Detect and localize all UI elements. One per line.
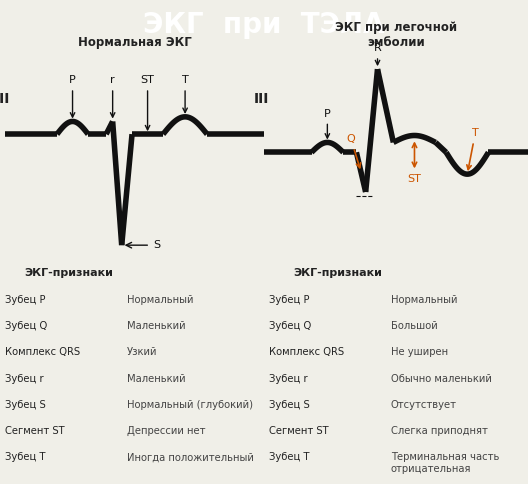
Text: Маленький: Маленький — [127, 321, 185, 331]
Text: Нормальный: Нормальный — [391, 295, 457, 305]
Text: T: T — [182, 76, 188, 112]
Text: Зубец Q: Зубец Q — [269, 321, 312, 331]
Text: ST: ST — [140, 76, 155, 130]
Text: Большой: Большой — [391, 321, 438, 331]
Text: Не уширен: Не уширен — [391, 348, 448, 357]
Text: Депрессии нет: Депрессии нет — [127, 426, 205, 436]
Text: ЭКГ при легочной
эмболии: ЭКГ при легочной эмболии — [335, 21, 457, 49]
Text: Сегмент ST: Сегмент ST — [269, 426, 329, 436]
Text: ЭКГ  при  ТЭЛА: ЭКГ при ТЭЛА — [143, 12, 385, 39]
Text: Зубец r: Зубец r — [5, 374, 44, 384]
Text: Слегка приподнят: Слегка приподнят — [391, 426, 487, 436]
Text: Иногда положительный: Иногда положительный — [127, 453, 253, 462]
Text: Нормальный (глубокий): Нормальный (глубокий) — [127, 400, 253, 410]
Text: Нормальный: Нормальный — [127, 295, 193, 305]
Text: Обычно маленький: Обычно маленький — [391, 374, 492, 384]
Text: Нормальная ЭКГ: Нормальная ЭКГ — [78, 36, 192, 49]
Text: Зубец r: Зубец r — [269, 374, 308, 384]
Text: ЭКГ-признаки: ЭКГ-признаки — [294, 268, 382, 278]
Text: Зубец S: Зубец S — [269, 400, 310, 410]
Text: Отсутствует: Отсутствует — [391, 400, 457, 410]
Text: T: T — [467, 128, 478, 169]
Text: Зубец Q: Зубец Q — [5, 321, 48, 331]
Text: Терминальная часть
отрицательная: Терминальная часть отрицательная — [391, 453, 499, 474]
Text: Q: Q — [347, 135, 361, 168]
Text: ЭКГ-признаки: ЭКГ-признаки — [24, 268, 113, 278]
Text: Комплекс QRS: Комплекс QRS — [5, 348, 80, 357]
Text: Зубец P: Зубец P — [5, 295, 46, 305]
Text: Сегмент ST: Сегмент ST — [5, 426, 65, 436]
Text: P: P — [324, 109, 331, 138]
Text: Зубец S: Зубец S — [5, 400, 46, 410]
Text: Узкий: Узкий — [127, 348, 157, 357]
Text: III: III — [253, 92, 269, 106]
Text: P: P — [69, 76, 76, 117]
Text: Зубец P: Зубец P — [269, 295, 310, 305]
Text: Комплекс QRS: Комплекс QRS — [269, 348, 344, 357]
Text: r: r — [110, 76, 115, 117]
Text: ST: ST — [408, 143, 421, 184]
Text: R: R — [374, 43, 381, 65]
Text: Маленький: Маленький — [127, 374, 185, 384]
Text: S: S — [153, 240, 160, 250]
Text: III: III — [0, 92, 11, 106]
Text: Зубец T: Зубец T — [269, 453, 310, 462]
Text: Зубец T: Зубец T — [5, 453, 46, 462]
